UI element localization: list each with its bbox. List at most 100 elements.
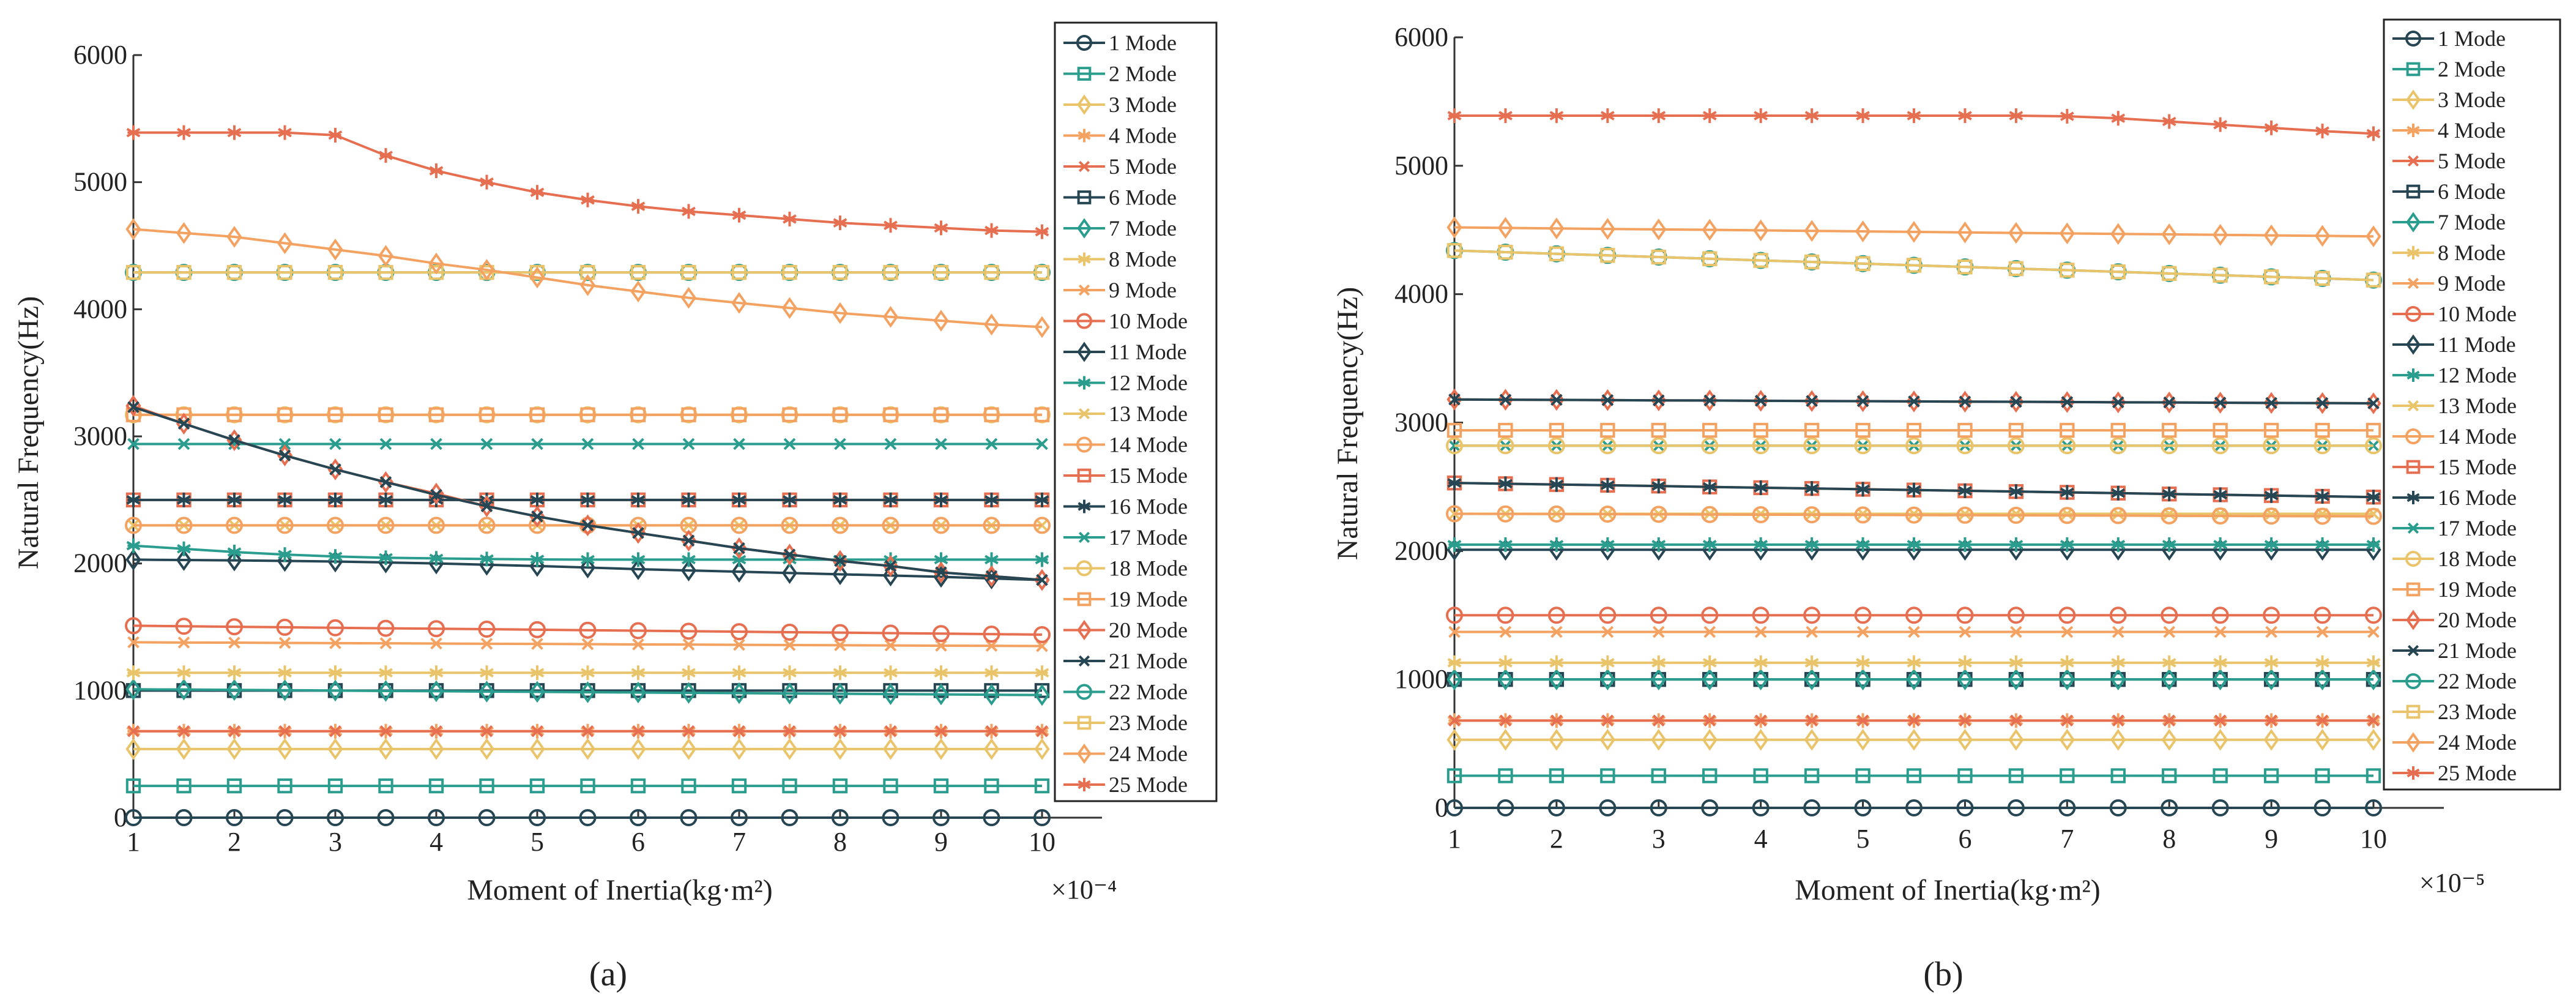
data-point	[783, 725, 796, 737]
legend-label: 21 Mode	[1109, 649, 1188, 673]
data-point	[579, 274, 596, 296]
data-point	[2008, 768, 2024, 783]
data-point	[378, 778, 393, 794]
data-point	[2213, 668, 2228, 691]
data-point	[935, 725, 947, 737]
data-point	[530, 492, 545, 507]
data-point	[2009, 108, 2023, 123]
legend-label: 8 Mode	[2438, 241, 2506, 265]
data-point	[1958, 655, 1972, 670]
data-point	[832, 778, 848, 794]
legend-label: 18 Mode	[1109, 556, 1188, 581]
data-point	[1701, 799, 1719, 816]
data-point	[731, 809, 748, 826]
data-point	[226, 618, 243, 636]
legend-item: 3 Mode	[2392, 88, 2506, 112]
data-point	[278, 725, 291, 737]
data-point	[1957, 728, 1973, 751]
data-point	[631, 492, 646, 507]
data-point	[1549, 655, 1564, 670]
data-point	[1908, 507, 1920, 520]
data-point	[531, 438, 543, 450]
data-point	[479, 407, 494, 422]
data-point	[2314, 437, 2331, 455]
legend-item: 4 Mode	[2392, 118, 2506, 143]
data-point	[1906, 668, 1922, 691]
data-point	[176, 264, 192, 280]
data-point	[2211, 607, 2229, 624]
data-point	[377, 517, 395, 534]
data-point	[832, 302, 848, 324]
data-point	[983, 625, 1000, 643]
legend-marker-icon	[2406, 184, 2421, 199]
data-point	[1957, 768, 1973, 783]
y-tick-label: 2000	[73, 548, 127, 578]
legend-marker-icon	[1077, 67, 1092, 81]
data-point	[2366, 422, 2381, 438]
data-point	[228, 725, 240, 737]
data-point	[983, 313, 1000, 336]
series-9-mode	[127, 636, 1048, 652]
data-point	[2163, 714, 2176, 727]
legend-label: 22 Mode	[2438, 669, 2517, 693]
x-tick-label: 1	[127, 827, 140, 857]
data-point	[1856, 714, 1869, 727]
data-point	[1650, 607, 1667, 624]
data-point	[379, 492, 393, 507]
data-point	[935, 640, 947, 652]
data-point	[2263, 437, 2280, 455]
data-point	[328, 127, 343, 143]
data-point	[1033, 809, 1051, 826]
legend-item: 12 Mode	[2392, 363, 2517, 387]
data-point	[327, 238, 343, 261]
data-point	[2010, 714, 2022, 727]
legend-marker-icon	[1078, 252, 1091, 266]
data-point	[2365, 799, 2382, 816]
data-point	[2058, 507, 2076, 525]
data-point	[1754, 655, 1768, 670]
data-point	[277, 407, 292, 422]
data-point	[277, 679, 293, 701]
legend-item: 10 Mode	[1063, 309, 1188, 334]
data-point	[2007, 607, 2025, 624]
data-point	[2162, 768, 2177, 783]
data-point	[1957, 259, 1973, 275]
series-23-mode	[125, 264, 1050, 280]
data-point	[328, 492, 343, 507]
data-point	[1446, 505, 1463, 523]
data-point	[2110, 223, 2126, 245]
data-point	[2263, 269, 2279, 285]
data-point	[1600, 477, 1615, 493]
legend-label: 11 Mode	[2438, 332, 2516, 357]
data-point	[2109, 507, 2127, 525]
data-point	[175, 809, 193, 826]
data-point	[428, 517, 445, 534]
data-point	[933, 310, 949, 332]
data-point	[733, 638, 745, 651]
x-tick-label: 2	[1550, 824, 1563, 854]
legend-item: 14 Mode	[1063, 433, 1188, 457]
data-point	[2110, 264, 2126, 280]
data-point	[2058, 437, 2076, 455]
data-point	[328, 665, 343, 681]
data-point	[630, 622, 647, 640]
data-point	[985, 725, 998, 737]
data-point	[732, 665, 746, 681]
data-point	[1752, 506, 1770, 523]
data-point	[632, 638, 644, 651]
data-point	[1448, 393, 1461, 406]
data-point	[2161, 223, 2177, 245]
data-point	[581, 725, 594, 737]
data-point	[1854, 799, 1872, 816]
data-point	[682, 725, 695, 737]
legend-item: 6 Mode	[1063, 185, 1177, 210]
data-point	[428, 680, 444, 703]
data-point	[379, 476, 392, 488]
data-point	[1754, 537, 1768, 552]
data-point	[1959, 714, 1971, 727]
data-point	[732, 492, 746, 507]
data-point	[2110, 422, 2126, 438]
x-tick-label: 3	[1652, 824, 1666, 854]
data-point	[1956, 607, 1974, 624]
data-point	[226, 517, 243, 534]
